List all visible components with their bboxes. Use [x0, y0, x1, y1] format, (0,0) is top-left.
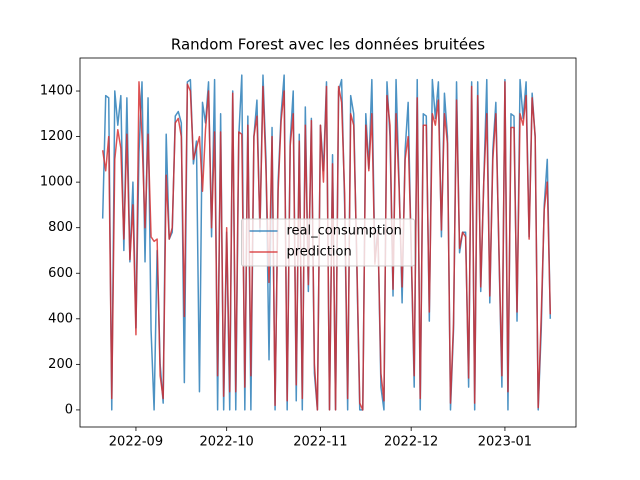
chart-title: Random Forest avec les données bruitées [171, 36, 485, 54]
x-tick-label: 2022-09 [109, 435, 163, 450]
legend: real_consumption prediction [241, 218, 415, 267]
series-line [101, 81, 552, 411]
y-tick-label: 1000 [40, 175, 73, 190]
y-tick-label: 600 [48, 266, 73, 281]
legend-label: prediction [287, 245, 352, 260]
y-tick-label: 200 [48, 357, 73, 372]
y-tick-label: 1200 [40, 129, 73, 144]
plot-frame [79, 57, 577, 428]
y-tick-label: 1400 [40, 84, 73, 99]
y-tick-label: 0 [65, 402, 73, 417]
y-tick-label: 800 [48, 220, 73, 235]
x-tick-label: 2022-10 [200, 435, 254, 450]
x-tick-label: 2022-11 [293, 435, 347, 450]
legend-label: real_consumption [287, 224, 402, 239]
x-tick-label: 2022-12 [384, 435, 438, 450]
legend-box [241, 218, 415, 267]
x-tick-label: 2023-01 [478, 435, 532, 450]
y-tick-label: 400 [48, 311, 73, 326]
